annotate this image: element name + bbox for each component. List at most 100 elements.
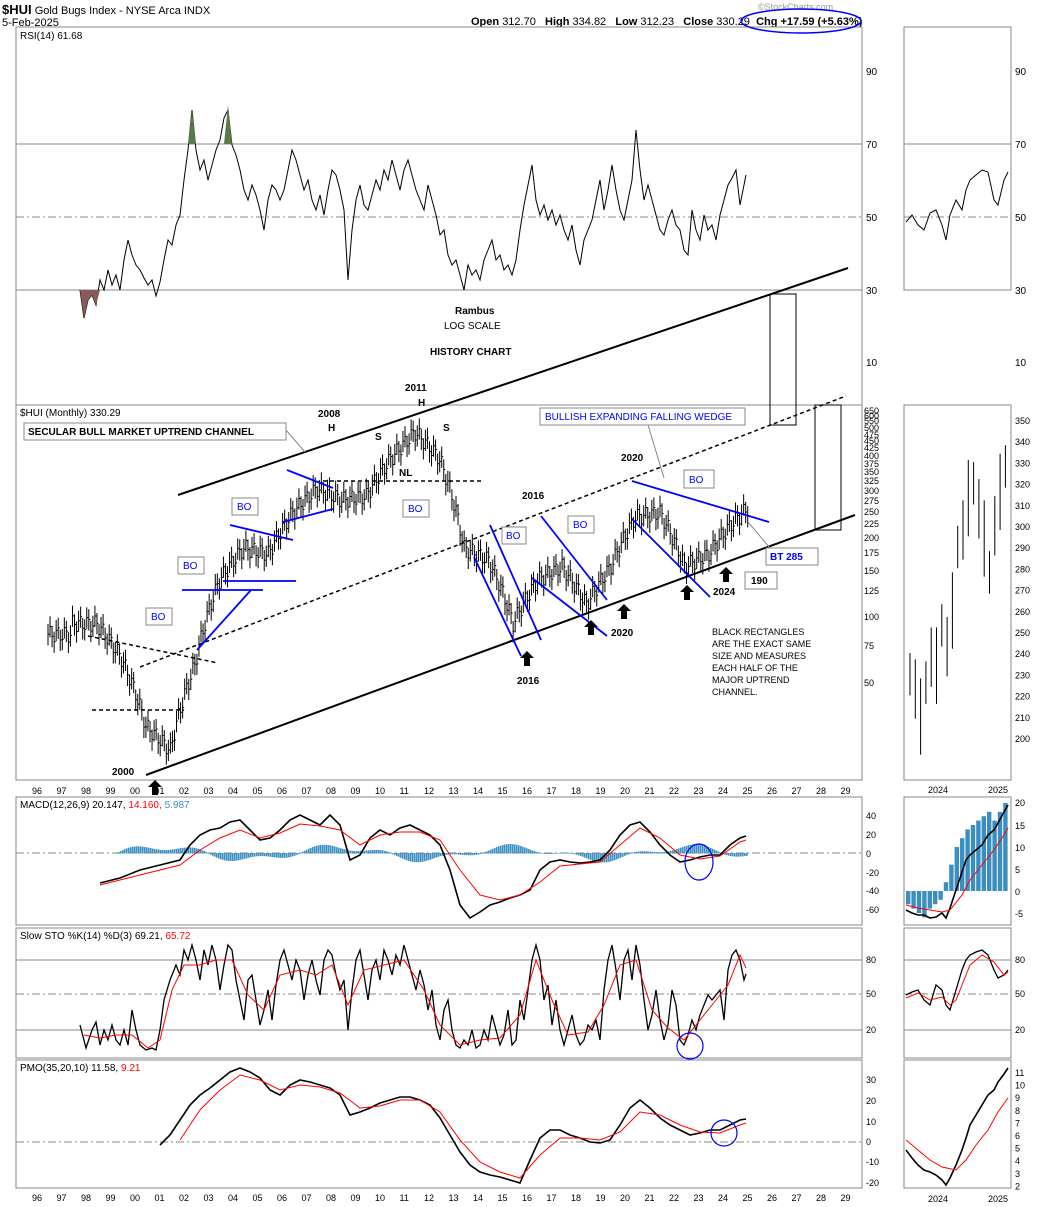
- mini-price-tick: 310: [1015, 501, 1030, 511]
- price-tick: 600: [864, 411, 879, 421]
- macd-hist-bar: [136, 846, 138, 854]
- mini-macd-hist-bar: [916, 891, 922, 913]
- macd-hist-bar: [304, 850, 306, 854]
- macd-hist-bar: [206, 852, 208, 854]
- neckline-1998: [87, 635, 219, 664]
- note-line: MAJOR UPTREND: [712, 675, 790, 685]
- macd-hist-bar: [430, 853, 432, 860]
- channel-upper-line: [177, 267, 849, 496]
- x-axis-year-label: 20: [620, 1193, 630, 1203]
- macd-hist-bar: [544, 853, 546, 854]
- macd-hist-bar: [410, 853, 412, 862]
- macd-hist-bar: [490, 849, 492, 854]
- macd-hist-bar: [530, 849, 532, 854]
- macd-hist-bar: [212, 853, 214, 856]
- bo-label: BO: [151, 612, 166, 623]
- mini-macd-tick: 20: [1015, 798, 1025, 808]
- note-line: ARE THE EXACT SAME: [712, 639, 811, 649]
- price-tick: 500: [864, 423, 879, 433]
- year-2020-top-label: 2020: [621, 453, 644, 464]
- chart-date: 5-Feb-2025: [2, 17, 59, 29]
- macd-hist-bar: [418, 853, 420, 863]
- macd-hist-bar: [486, 851, 488, 854]
- macd-hist-bar: [674, 849, 676, 854]
- macd-hist-bar: [476, 853, 478, 855]
- macd-hist-bar: [306, 849, 308, 854]
- symbol-title: $HUI Gold Bugs Index - NYSE Arca INDX: [2, 2, 210, 17]
- macd-hist-bar: [610, 853, 612, 862]
- mini-pmo-ticks: 11 10 9 8 7 6 5 4 3 2: [1015, 1068, 1025, 1191]
- macd-panel-frame: [15, 796, 863, 926]
- macd-hist-bar: [692, 844, 694, 854]
- mini-macd-hist-bar: [965, 829, 970, 891]
- macd-hist-bar: [556, 852, 558, 854]
- macd-hist-bar: [128, 847, 130, 854]
- macd-hist-bar: [246, 853, 248, 859]
- neckline-label: NL: [399, 468, 412, 479]
- price-tick: 225: [864, 519, 879, 529]
- x-axis-year-label: 17: [547, 786, 557, 796]
- mini-sto-tick: 80: [1015, 955, 1025, 965]
- x-axis-year-label: 03: [204, 786, 214, 796]
- channel-callout-pointer: [285, 429, 306, 453]
- up-arrow-2024: [719, 567, 733, 582]
- x-axis-year-label: 10: [375, 1193, 385, 1203]
- macd-hist-bar: [462, 853, 464, 855]
- x-axis-year-label: 97: [57, 786, 67, 796]
- mini-pmo-tick: 6: [1015, 1131, 1020, 1141]
- x-axis-year-label: 28: [816, 786, 826, 796]
- macd-hist-bar: [640, 851, 642, 854]
- sto-label-main: Slow STO %K(14) %D(3) 69.21,: [20, 931, 163, 942]
- note-line: SIZE AND MEASURES: [712, 651, 806, 661]
- bo-callout-box: [402, 499, 430, 518]
- macd-hist-bar: [454, 853, 456, 855]
- mini-macd-hist-bar: [933, 891, 938, 905]
- macd-hist-bar: [208, 853, 210, 854]
- macd-hist-bar: [700, 844, 702, 854]
- macd-hist-bar: [728, 853, 730, 856]
- x-axis-year-label: 20: [620, 786, 630, 796]
- macd-hist-bar: [376, 849, 378, 854]
- x-axis-year-label: 29: [841, 1193, 851, 1203]
- x-axis-year-label: 01: [155, 1193, 165, 1203]
- macd-hist-bar: [190, 847, 192, 854]
- x-axis-year-label: 29: [841, 786, 851, 796]
- macd-hist-bar: [542, 853, 544, 854]
- x-axis-year-label: 13: [449, 786, 459, 796]
- macd-signal-line: [99, 823, 747, 901]
- macd-hist-bar: [168, 849, 170, 854]
- macd-hist-bar: [632, 852, 634, 854]
- price-tick: 425: [864, 443, 879, 453]
- macd-hist-bar: [616, 853, 618, 860]
- x-axis-year-label: 04: [228, 1193, 238, 1203]
- mini-pmo-tick: 3: [1015, 1169, 1020, 1179]
- price-tick: 275: [864, 496, 879, 506]
- macd-hist-bar: [408, 853, 410, 861]
- macd-hist-bar: [336, 847, 338, 854]
- x-axis-year-label: 05: [253, 1193, 263, 1203]
- macd-tick: 20: [866, 830, 876, 840]
- macd-hist-bar: [248, 853, 250, 858]
- bo-line-2006b: [282, 508, 334, 523]
- mini-macd-hist-bar: [938, 891, 943, 900]
- mini-price-tick: 230: [1015, 670, 1030, 680]
- mini-x-label-2025: 2025: [988, 1194, 1008, 1204]
- bt-callout-label: BT 285: [770, 552, 803, 563]
- mini-rsi-tick: 50: [1015, 213, 1027, 224]
- macd-hist-bar: [518, 845, 520, 854]
- mini-macd-hist-bar: [906, 891, 911, 905]
- macd-hist-bar: [228, 853, 230, 861]
- shoulder-label-right: S: [443, 423, 450, 434]
- x-axis-year-label: 08: [326, 786, 336, 796]
- bo-callout-box: [145, 607, 173, 626]
- macd-hist-bar: [504, 844, 506, 854]
- macd-hist-bar: [554, 853, 556, 854]
- macd-hist-bar: [178, 848, 180, 854]
- macd-hist-bar: [536, 851, 538, 854]
- x-axis-year-label: 05: [253, 786, 263, 796]
- x-axis-year-label: 22: [669, 786, 679, 796]
- bo-label: BO: [408, 504, 423, 515]
- mini-macd-hist-bar: [911, 891, 916, 909]
- x-axis-year-label: 18: [571, 786, 581, 796]
- macd-hist-bar: [566, 852, 568, 854]
